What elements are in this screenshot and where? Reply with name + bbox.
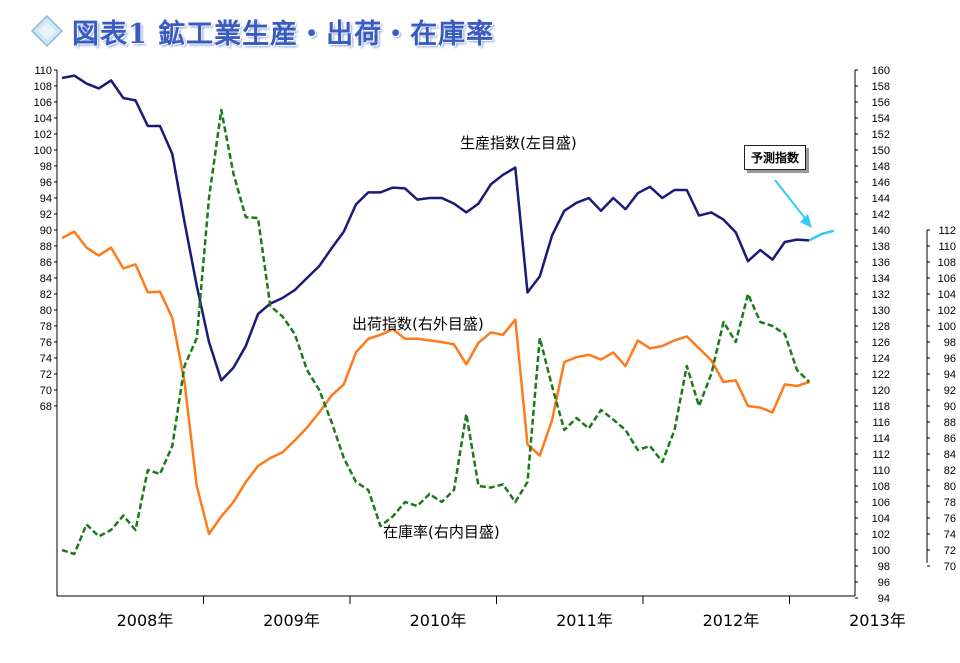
right-outer-tick-label: 98 — [878, 561, 890, 573]
right-inner-tick-label: 88 — [944, 417, 956, 429]
right-outer-tick-label: 128 — [872, 321, 890, 333]
right-inner-tick-label: 106 — [938, 273, 956, 285]
x-tick-label: 2009年 — [263, 611, 320, 630]
left-tick-label: 96 — [40, 177, 52, 189]
right-outer-tick-label: 154 — [872, 113, 890, 125]
right-outer-tick-label: 136 — [872, 257, 890, 269]
left-tick-label: 78 — [40, 321, 52, 333]
right-inner-tick-label: 110 — [938, 241, 956, 253]
left-tick-label: 102 — [34, 129, 52, 141]
right-outer-tick-label: 126 — [872, 337, 890, 349]
right-inner-tick-label: 76 — [944, 513, 956, 525]
right-outer-tick-label: 108 — [872, 481, 890, 493]
left-tick-label: 104 — [34, 113, 52, 125]
left-tick-label: 70 — [40, 385, 52, 397]
right-inner-tick-label: 86 — [944, 433, 956, 445]
right-outer-tick-label: 148 — [872, 161, 890, 173]
left-tick-label: 72 — [40, 369, 52, 381]
right-inner-tick-label: 98 — [944, 337, 956, 349]
right-inner-tick-label: 84 — [944, 449, 956, 461]
right-outer-tick-label: 156 — [872, 97, 890, 109]
right-inner-tick-label: 102 — [938, 305, 956, 317]
series-line-1 — [61, 230, 810, 536]
shipments-annotation: 出荷指数(右外目盛) — [352, 315, 484, 333]
left-tick-label: 90 — [40, 225, 52, 237]
series-line-2 — [61, 108, 811, 556]
right-outer-tick-label: 102 — [872, 529, 890, 541]
right-outer-tick-label: 110 — [872, 465, 890, 477]
right-outer-tick-label: 152 — [872, 129, 890, 141]
right-inner-tick-label: 82 — [944, 465, 956, 477]
right-outer-tick-label: 104 — [872, 513, 890, 525]
right-outer-tick-label: 160 — [872, 65, 890, 77]
inventory-annotation: 在庫率(右内目盛) — [383, 523, 500, 541]
right-outer-tick-label: 140 — [872, 225, 890, 237]
x-tick-label: 2012年 — [703, 611, 760, 630]
left-tick-label: 76 — [40, 337, 52, 349]
right-inner-tick-label: 72 — [944, 545, 956, 557]
forecast-label-box: 予測指数 — [744, 145, 807, 170]
right-outer-tick-label: 144 — [872, 193, 890, 205]
right-outer-tick-label: 114 — [872, 433, 890, 445]
right-outer-tick-label: 124 — [872, 353, 890, 365]
left-tick-label: 92 — [40, 209, 52, 221]
right-inner-tick-label: 92 — [944, 385, 956, 397]
left-tick-label: 86 — [40, 257, 52, 269]
right-outer-tick-label: 106 — [872, 497, 890, 509]
right-outer-tick-label: 120 — [872, 385, 890, 397]
right-inner-tick-label: 112 — [938, 225, 956, 237]
x-tick-label: 2008年 — [117, 611, 174, 630]
right-outer-tick-label: 112 — [872, 449, 890, 461]
x-tick-label: 2010年 — [410, 611, 467, 630]
left-tick-label: 94 — [40, 193, 52, 205]
right-outer-tick-label: 150 — [872, 145, 890, 157]
left-tick-label: 84 — [40, 273, 52, 285]
left-tick-label: 106 — [34, 97, 52, 109]
right-inner-tick-label: 74 — [944, 529, 956, 541]
right-outer-tick-label: 118 — [872, 401, 890, 413]
right-inner-tick-label: 70 — [944, 561, 956, 573]
right-outer-tick-label: 158 — [872, 81, 890, 93]
right-outer-tick-label: 122 — [872, 369, 890, 381]
right-inner-tick-label: 78 — [944, 497, 956, 509]
forecast-arrow-line — [774, 179, 809, 223]
right-outer-tick-label: 130 — [872, 305, 890, 317]
left-tick-label: 68 — [40, 401, 52, 413]
x-tick-label: 2013年 — [849, 611, 906, 630]
right-outer-tick-label: 100 — [872, 545, 890, 557]
left-tick-label: 82 — [40, 289, 52, 301]
series-line-3 — [808, 229, 835, 242]
series-line-0 — [61, 74, 810, 382]
right-inner-tick-label: 94 — [944, 369, 956, 381]
right-outer-tick-label: 146 — [872, 177, 890, 189]
left-tick-label: 98 — [40, 161, 52, 173]
right-outer-tick-label: 94 — [878, 593, 890, 605]
left-tick-label: 88 — [40, 241, 52, 253]
left-tick-label: 80 — [40, 305, 52, 317]
right-inner-tick-label: 96 — [944, 353, 956, 365]
right-inner-tick-label: 100 — [938, 321, 956, 333]
x-tick-label: 2011年 — [556, 611, 613, 630]
production-annotation: 生産指数(左目盛) — [460, 134, 577, 152]
right-outer-tick-label: 134 — [872, 273, 890, 285]
right-outer-tick-label: 96 — [878, 577, 890, 589]
left-tick-label: 110 — [34, 65, 52, 77]
chart-title: 図表1 鉱工業生産・出荷・在庫率 — [72, 18, 495, 50]
right-outer-tick-label: 132 — [872, 289, 890, 301]
right-inner-tick-label: 90 — [944, 401, 956, 413]
left-tick-label: 108 — [34, 81, 52, 93]
right-outer-tick-label: 116 — [872, 417, 890, 429]
left-tick-label: 74 — [40, 353, 52, 365]
right-inner-tick-label: 104 — [938, 289, 956, 301]
right-outer-tick-label: 142 — [872, 209, 890, 221]
right-inner-tick-label: 108 — [938, 257, 956, 269]
title-row: 図表1 鉱工業生産・出荷・在庫率 — [30, 6, 494, 56]
right-inner-tick-label: 80 — [944, 481, 956, 493]
diamond-icon — [30, 14, 64, 48]
left-tick-label: 100 — [34, 145, 52, 157]
right-outer-tick-label: 138 — [872, 241, 890, 253]
forecast-arrow-head — [800, 214, 812, 228]
